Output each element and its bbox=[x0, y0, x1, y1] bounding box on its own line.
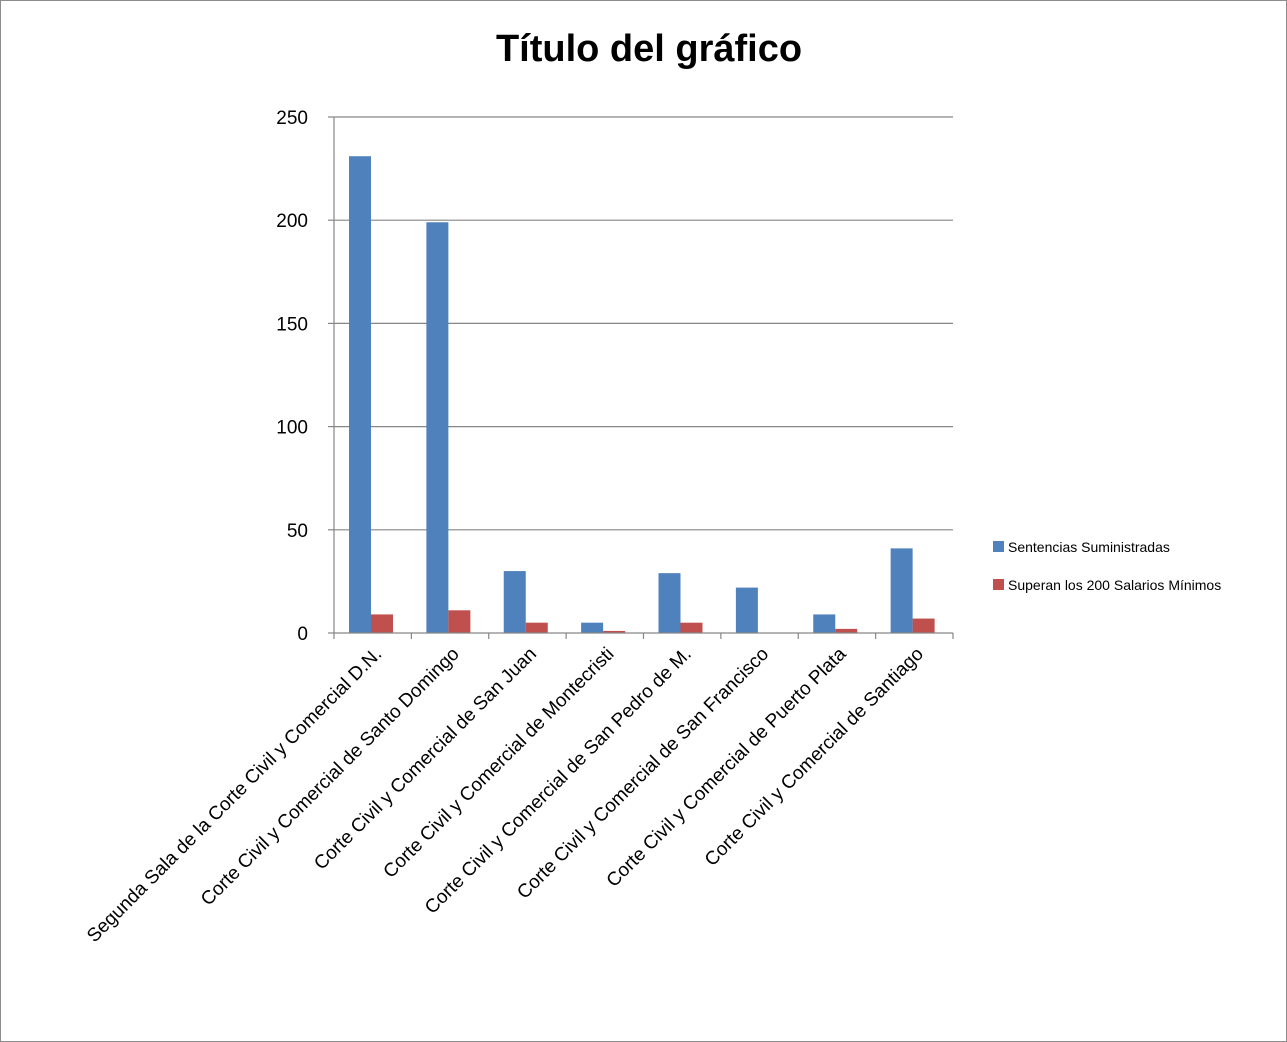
bar-sentencias-7 bbox=[813, 614, 835, 633]
bar-sentencias-6 bbox=[736, 588, 758, 633]
legend-label: Superan los 200 Salarios Mínimos bbox=[1008, 577, 1221, 593]
bar-sentencias-8 bbox=[891, 548, 913, 633]
x-category-label: Corte Civil y Comercial de San Pedro de … bbox=[421, 644, 696, 919]
y-tick-label: 100 bbox=[276, 418, 308, 439]
y-axis-ticks: 0 50 100 150 200 250 bbox=[276, 108, 334, 645]
legend: Sentencias Suministradas Superan los 200 … bbox=[993, 539, 1221, 593]
bar-superan-1 bbox=[371, 614, 393, 633]
y-tick-label: 200 bbox=[276, 211, 308, 232]
y-tick-label: 250 bbox=[276, 108, 308, 129]
bar-superan-7 bbox=[835, 629, 857, 633]
bar-sentencias-5 bbox=[659, 573, 681, 633]
bar-superan-8 bbox=[913, 619, 935, 633]
bar-sentencias-1 bbox=[349, 156, 371, 633]
y-tick-label: 150 bbox=[276, 314, 308, 335]
legend-label: Sentencias Suministradas bbox=[1008, 539, 1170, 555]
bars bbox=[349, 156, 935, 633]
legend-swatch bbox=[993, 579, 1004, 590]
bar-sentencias-3 bbox=[504, 571, 526, 633]
x-category-label: Segunda Sala de la Corte Civil y Comerci… bbox=[83, 644, 386, 947]
y-tick-label: 0 bbox=[297, 624, 308, 645]
bar-sentencias-2 bbox=[426, 222, 448, 633]
bar-sentencias-4 bbox=[581, 623, 603, 633]
y-tick-label: 50 bbox=[287, 521, 308, 542]
bar-superan-3 bbox=[526, 623, 548, 633]
legend-swatch bbox=[993, 541, 1004, 552]
bar-superan-5 bbox=[681, 623, 703, 633]
category-labels: Segunda Sala de la Corte Civil y Comerci… bbox=[83, 643, 928, 946]
bar-superan-2 bbox=[448, 610, 470, 633]
